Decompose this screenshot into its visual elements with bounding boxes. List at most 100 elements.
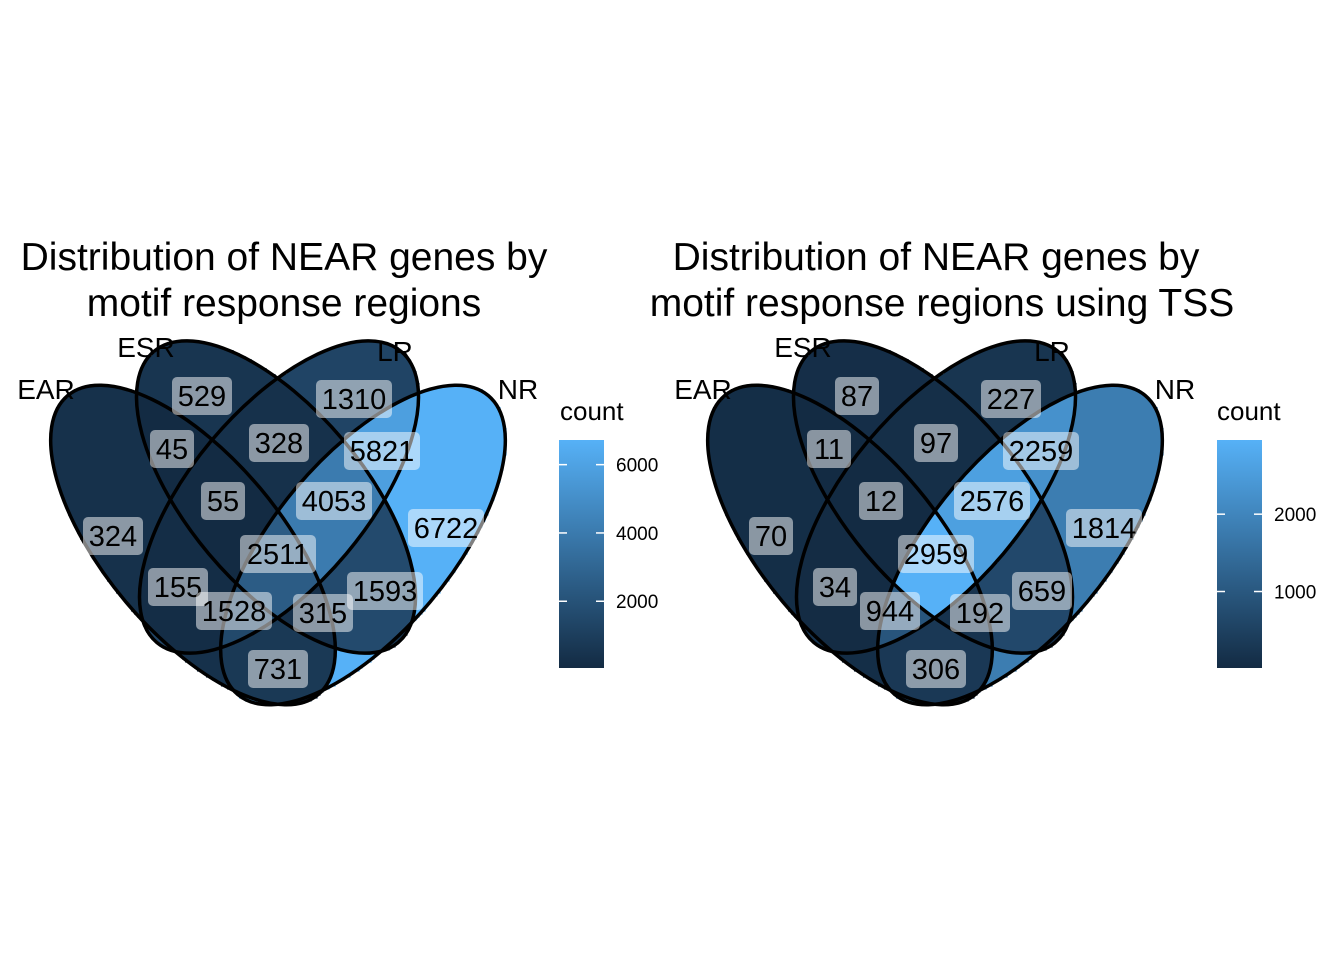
region-count: 2576 xyxy=(960,486,1025,518)
region-count: 6722 xyxy=(414,513,479,545)
region-count-label: 2959 xyxy=(898,535,974,573)
label-box xyxy=(954,482,1030,520)
label-box xyxy=(150,430,194,468)
region-count-label: 11 xyxy=(807,430,851,468)
label-box xyxy=(248,650,308,688)
label-box xyxy=(981,380,1041,418)
region-count: 34 xyxy=(819,572,851,604)
set-outline-nr xyxy=(875,383,1165,707)
legend-tick-label: 2000 xyxy=(1274,505,1316,526)
set-label-ear: EAR xyxy=(674,374,732,405)
label-box xyxy=(1012,572,1072,610)
region-count-label: 70 xyxy=(749,517,793,555)
region-count: 11 xyxy=(814,434,844,466)
region-count: 315 xyxy=(299,598,347,630)
set-label-esr: ESR xyxy=(117,332,175,363)
set-outline-ear xyxy=(705,383,995,707)
label-box xyxy=(835,377,879,415)
label-box xyxy=(950,594,1010,632)
color-legend: count 2000 4000 6000 xyxy=(559,396,658,668)
region-count: 97 xyxy=(920,428,952,460)
set-outline-ear xyxy=(48,383,338,707)
region-count: 2959 xyxy=(904,539,969,571)
label-box xyxy=(859,482,903,520)
set-outline-lr xyxy=(794,339,1078,655)
legend-colorbar xyxy=(559,440,604,668)
legend-tick-label: 1000 xyxy=(1274,583,1316,604)
region-count: 87 xyxy=(841,381,873,413)
set-label-nr: NR xyxy=(498,374,538,405)
region-count-label: 306 xyxy=(906,650,966,688)
region-count: 4053 xyxy=(302,486,367,518)
label-box xyxy=(344,432,420,470)
label-box xyxy=(749,517,793,555)
region-count-label: 1528 xyxy=(196,592,272,630)
label-box xyxy=(196,592,272,630)
region-count-label: 529 xyxy=(172,377,232,415)
label-box xyxy=(347,572,423,610)
region-count: 1593 xyxy=(353,576,418,608)
label-box xyxy=(906,650,966,688)
set-label-ear: EAR xyxy=(17,374,75,405)
label-box xyxy=(201,482,245,520)
set-label-lr: LR xyxy=(377,336,413,367)
region-count-label: 192 xyxy=(950,594,1010,632)
region-count: 1310 xyxy=(322,384,387,416)
region-count-label: 328 xyxy=(249,424,309,462)
region-count-label: 1310 xyxy=(316,380,392,418)
region-count: 1528 xyxy=(202,596,267,628)
label-box xyxy=(860,592,920,630)
venn-chart-1: 529 1310 45 328 5821 55 4053 324 6722 2511 155 1593… xyxy=(17,236,658,707)
legend-title: count xyxy=(1217,396,1281,426)
chart-title-line: motif response regions using TSS xyxy=(650,282,1235,325)
region-count: 70 xyxy=(755,521,787,553)
set-outline-lr xyxy=(137,339,421,655)
label-box xyxy=(148,568,208,606)
region-count-label: 6722 xyxy=(408,509,484,547)
region-count-label: 87 xyxy=(835,377,879,415)
region-count-label: 2259 xyxy=(1003,432,1079,470)
label-box xyxy=(1003,432,1079,470)
region-count: 659 xyxy=(1018,576,1066,608)
region-count: 45 xyxy=(156,434,188,466)
chart-title-line: Distribution of NEAR genes by xyxy=(21,236,548,279)
region-count-label: 731 xyxy=(248,650,308,688)
region-count: 2511 xyxy=(247,539,309,571)
label-box xyxy=(293,594,353,632)
chart-title-line: Distribution of NEAR genes by xyxy=(673,236,1200,279)
set-label-lr: LR xyxy=(1034,336,1070,367)
label-box xyxy=(240,535,316,573)
region-count: 227 xyxy=(987,384,1035,416)
region-count: 155 xyxy=(154,572,202,604)
label-box xyxy=(172,377,232,415)
chart-title-line: motif response regions xyxy=(87,282,482,325)
region-count: 55 xyxy=(207,486,239,518)
region-count-label: 12 xyxy=(859,482,903,520)
region-count-label: 45 xyxy=(150,430,194,468)
label-box xyxy=(83,517,143,555)
region-count-label: 97 xyxy=(914,424,958,462)
set-outline-nr xyxy=(218,383,508,707)
region-count-label: 2576 xyxy=(954,482,1030,520)
set-label-nr: NR xyxy=(1155,374,1195,405)
region-count: 12 xyxy=(865,486,897,518)
region-count: 2259 xyxy=(1009,436,1074,468)
region-count-label: 5821 xyxy=(344,432,420,470)
region-count: 328 xyxy=(255,428,303,460)
region-count-label: 155 xyxy=(148,568,208,606)
region-count: 5821 xyxy=(350,436,415,468)
label-box xyxy=(249,424,309,462)
region-count-label: 2511 xyxy=(240,535,316,573)
label-box xyxy=(813,568,857,606)
set-label-esr: ESR xyxy=(774,332,832,363)
label-box xyxy=(1066,509,1142,547)
region-count: 1814 xyxy=(1072,513,1137,545)
region-count: 192 xyxy=(956,598,1004,630)
region-count-label: 659 xyxy=(1012,572,1072,610)
color-legend: count 1000 2000 xyxy=(1217,396,1316,668)
region-count-label: 4053 xyxy=(296,482,372,520)
region-count-label: 1593 xyxy=(347,572,423,610)
region-count: 944 xyxy=(866,596,914,628)
label-box xyxy=(316,380,392,418)
